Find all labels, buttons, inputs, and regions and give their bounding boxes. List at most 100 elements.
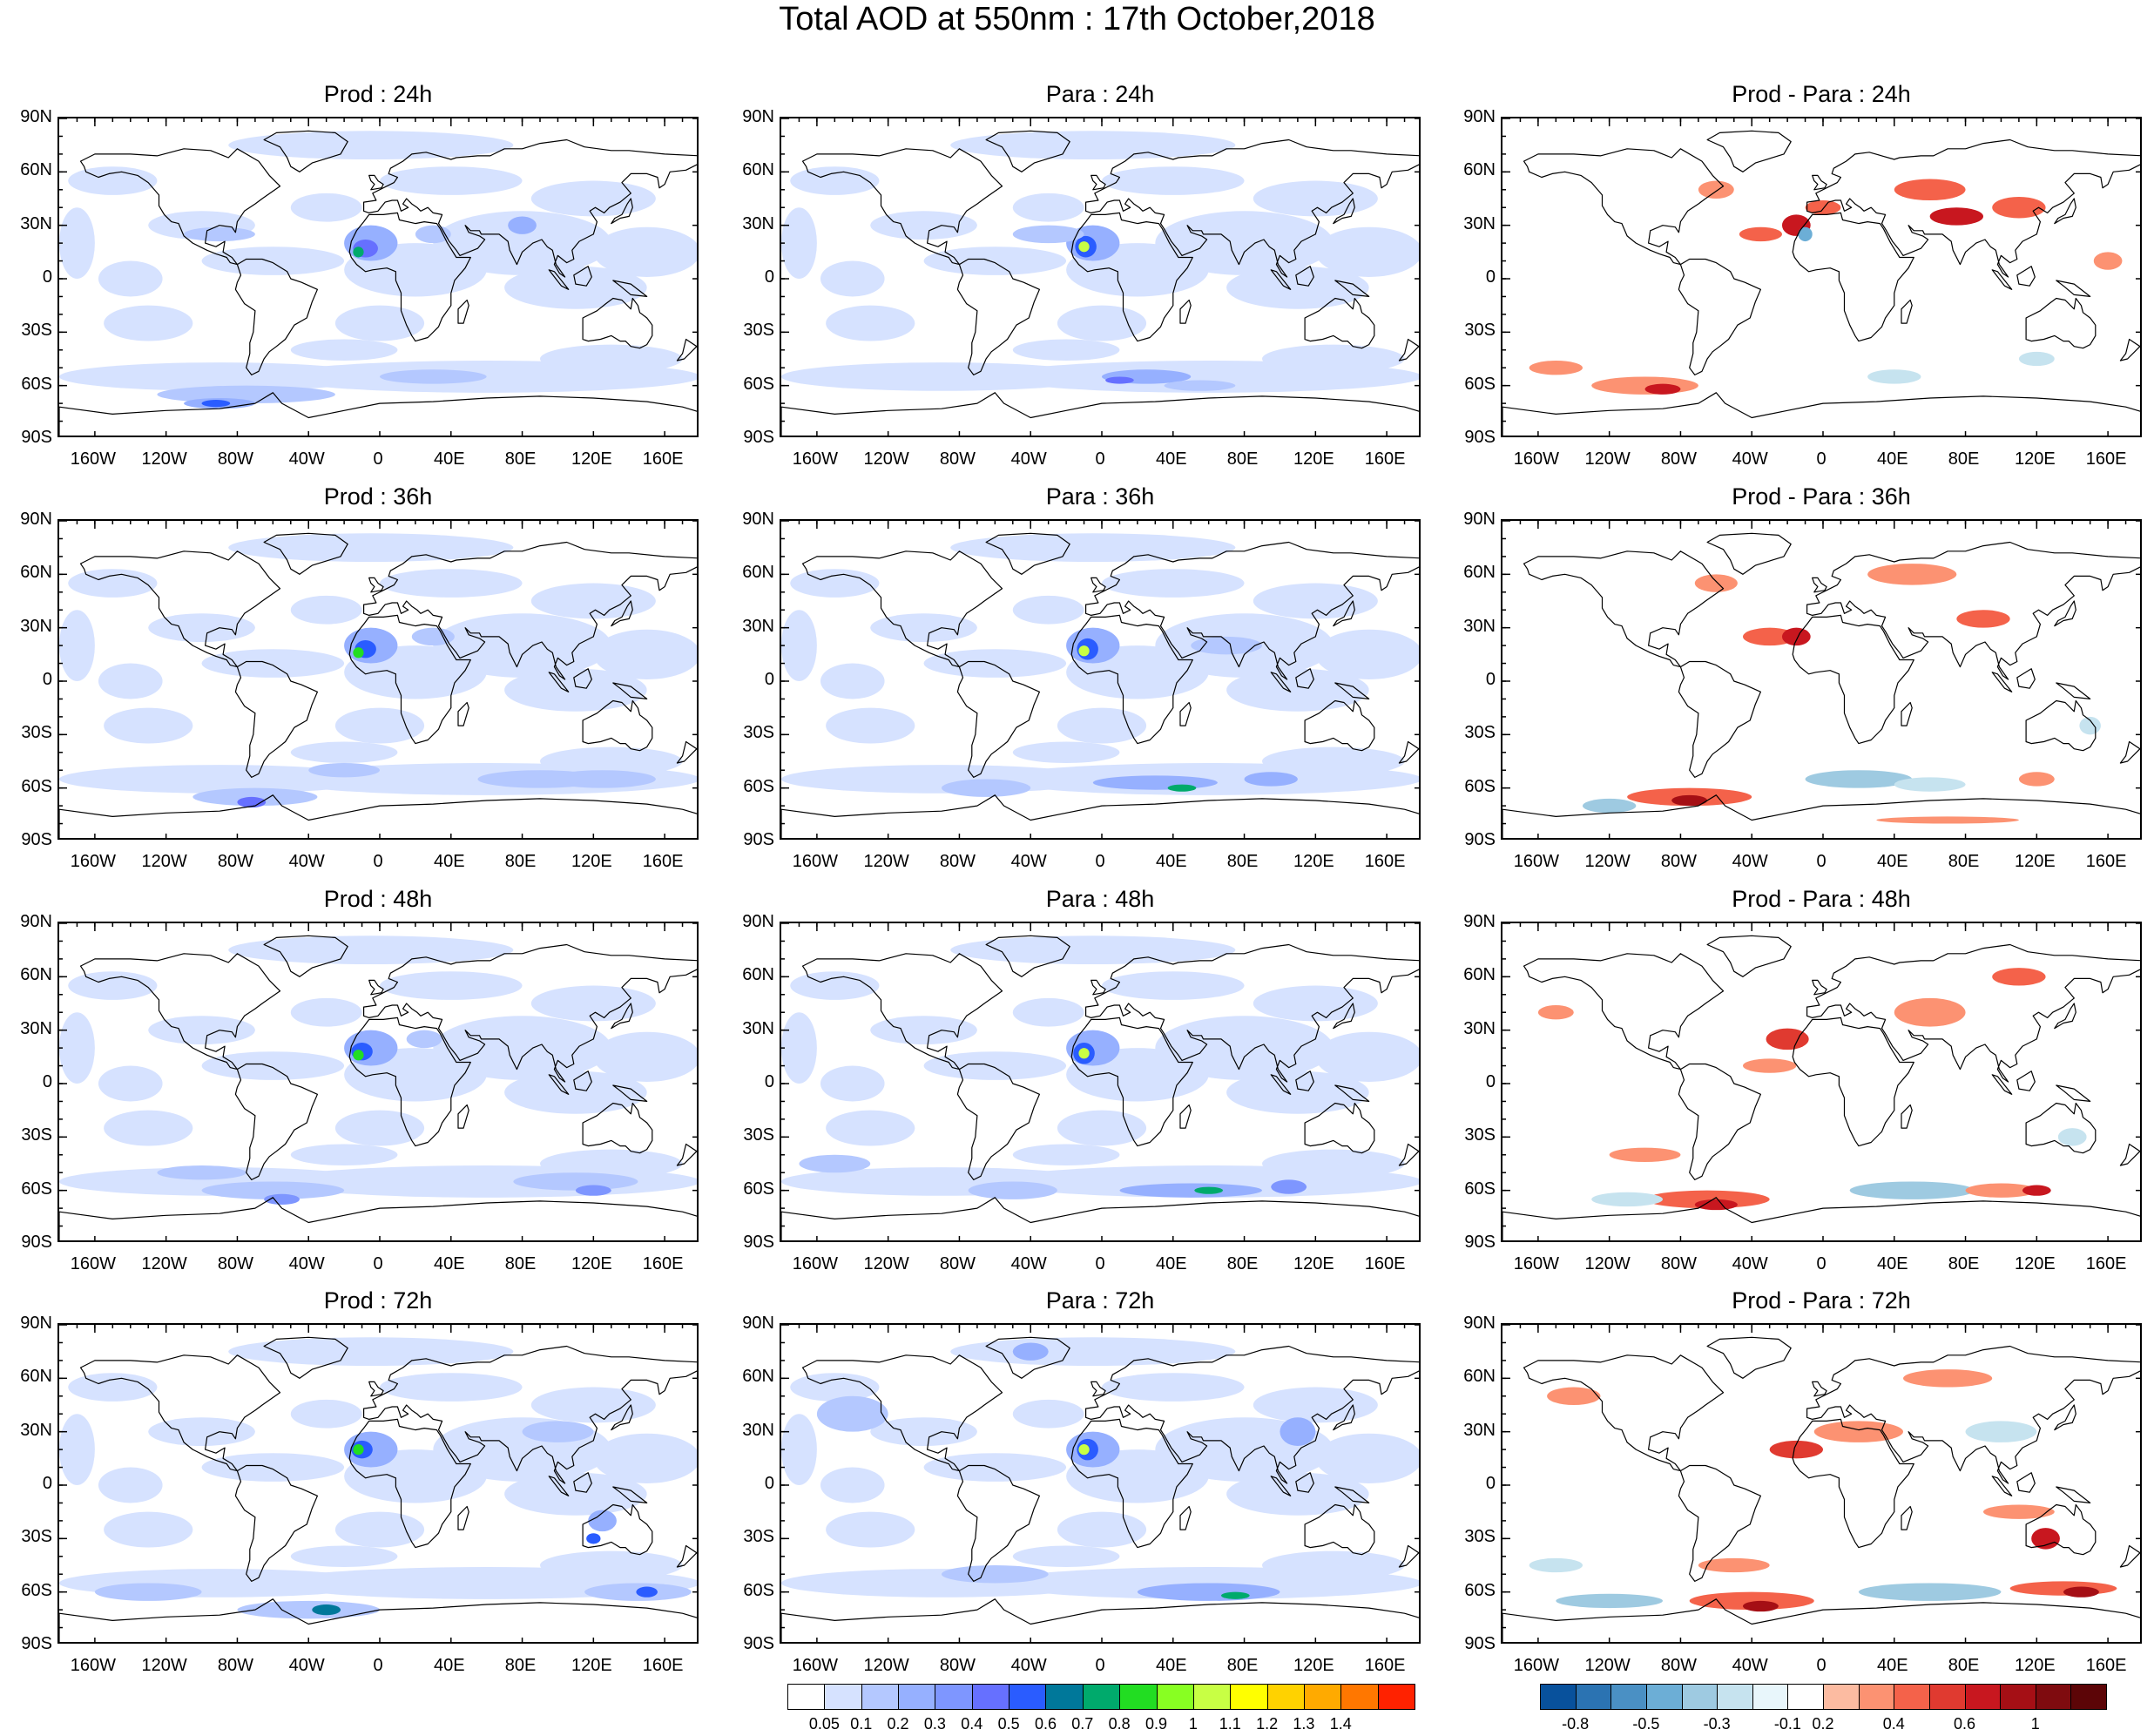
aod-plume xyxy=(201,400,231,408)
longitude-label: 160W xyxy=(792,449,838,469)
diff-colorbar-swatch xyxy=(1928,1684,1966,1710)
diff-colorbar-label: -0.3 xyxy=(1703,1715,1731,1733)
longitude-label: 120E xyxy=(1293,1254,1334,1273)
longitude-label: 120E xyxy=(2014,1254,2056,1273)
coastline-borneo xyxy=(573,1071,592,1091)
coastline-borneo xyxy=(1295,1472,1314,1493)
longitude-label: 40E xyxy=(1155,1254,1187,1273)
aod-plume xyxy=(1078,241,1090,253)
positive-difference-patch xyxy=(1867,564,1957,585)
positive-difference-patch xyxy=(1689,1591,1814,1611)
aod-background-patch xyxy=(923,247,1067,275)
coastline-antarctica xyxy=(781,392,1419,436)
coastline-madagascar xyxy=(457,1505,469,1530)
coastline-africa xyxy=(348,1017,471,1147)
coastline-britain xyxy=(368,1381,384,1397)
aod-plume xyxy=(575,1185,611,1196)
aod-background-patch xyxy=(433,211,611,275)
latitude-label: 60S xyxy=(1464,776,1496,796)
aod-background-patch xyxy=(1253,583,1378,619)
aod-colorbar-swatch xyxy=(1266,1684,1305,1710)
aod-background-patch xyxy=(870,613,977,643)
diff-colorbar-swatch xyxy=(2000,1684,2036,1710)
aod-plume xyxy=(1280,1417,1316,1447)
latitude-label: 30N xyxy=(1463,213,1496,233)
coastlines xyxy=(781,1336,1419,1642)
map-canvas xyxy=(59,923,697,1240)
coastline-antarctica xyxy=(1502,392,2140,436)
positive-difference-patch xyxy=(2018,772,2055,787)
aod-background-patch xyxy=(593,629,697,679)
map-canvas xyxy=(1502,923,2140,1240)
map-canvas xyxy=(59,118,697,436)
latitude-label: 30S xyxy=(743,1125,774,1145)
field-shading xyxy=(781,1337,1419,1601)
aod-background-patch xyxy=(1057,1110,1147,1146)
axis-ticks xyxy=(59,521,697,838)
aod-colorbar-label: 0.05 xyxy=(808,1715,840,1733)
longitude-label: 80E xyxy=(1226,1656,1259,1675)
coastline-new-zealand xyxy=(676,740,697,764)
coastline-madagascar xyxy=(1179,299,1192,324)
aod-background-patch xyxy=(1315,226,1419,277)
aod-background-patch xyxy=(1315,1031,1419,1082)
aod-colorbar-swatch xyxy=(1303,1684,1342,1710)
coastline-madagascar xyxy=(457,299,469,324)
aod-colorbar-label: 0.7 xyxy=(1071,1715,1094,1733)
coastline-north-america xyxy=(1523,953,1725,1071)
longitude-label: 80W xyxy=(1660,1254,1697,1273)
coastline-sumatra xyxy=(1270,1074,1292,1095)
aod-plume xyxy=(1078,645,1090,657)
aod-background-patch xyxy=(380,1373,523,1402)
aod-plume xyxy=(1012,1342,1049,1361)
coastline-australia xyxy=(1304,699,1375,752)
diff-colorbar-swatch xyxy=(1964,1684,2002,1710)
coastlines xyxy=(1502,532,2140,838)
coastline-japan xyxy=(2054,198,2076,225)
aod-background-patch xyxy=(228,533,514,563)
aod-background-patch xyxy=(104,1110,193,1146)
coastline-australia xyxy=(582,1503,653,1556)
latitude-label: 60N xyxy=(1463,563,1496,583)
longitude-label: 40W xyxy=(288,852,325,871)
aod-plume xyxy=(942,779,1031,797)
diff-colorbar-label: -0.5 xyxy=(1632,1715,1660,1733)
latitude-label: 90S xyxy=(1464,1233,1496,1252)
coastlines xyxy=(1502,130,2140,436)
longitude-label: 80W xyxy=(217,449,253,469)
diff-colorbar-swatch xyxy=(1540,1684,1577,1710)
longitude-label: 80E xyxy=(1948,852,1980,871)
aod-plume xyxy=(513,1172,638,1191)
aod-background-patch xyxy=(870,1417,977,1447)
coastline-antarctica xyxy=(1502,794,2140,838)
positive-difference-patch xyxy=(1983,1504,2055,1519)
longitude-label: 0 xyxy=(1095,852,1105,871)
axis-ticks xyxy=(59,118,697,436)
aod-background-patch xyxy=(148,1016,255,1045)
coastline-eurasia xyxy=(1806,943,2140,1083)
aod-plume xyxy=(588,1510,617,1532)
diff-colorbar-label: 0.6 xyxy=(1953,1715,1976,1733)
aod-colorbar-swatch xyxy=(898,1684,936,1710)
coastlines xyxy=(781,935,1419,1240)
coastline-north-america xyxy=(801,953,1003,1071)
aod-background-patch xyxy=(334,707,425,744)
longitude-label: 120E xyxy=(2014,852,2056,871)
aod-plume xyxy=(549,770,656,788)
latitude-label: 60S xyxy=(743,1179,774,1199)
coastline-north-america xyxy=(1523,148,1725,266)
aod-background-patch xyxy=(593,226,697,277)
panel-title: Prod : 48h xyxy=(323,886,433,912)
panel-title: Prod - Para : 72h xyxy=(1732,1287,1911,1314)
latitude-label: 60N xyxy=(20,160,52,180)
coastline-japan xyxy=(2054,600,2076,627)
coastline-borneo xyxy=(2016,1071,2036,1091)
aod-background-patch xyxy=(1012,1545,1120,1568)
field-shading xyxy=(1583,564,2101,824)
coastline-new-guinea xyxy=(2056,280,2091,297)
latitude-label: 30N xyxy=(1463,1420,1496,1440)
coastline-north-america xyxy=(79,953,281,1071)
longitude-label: 120W xyxy=(1584,1254,1631,1273)
coastline-britain xyxy=(1812,577,1827,593)
aod-plume xyxy=(942,1565,1049,1584)
